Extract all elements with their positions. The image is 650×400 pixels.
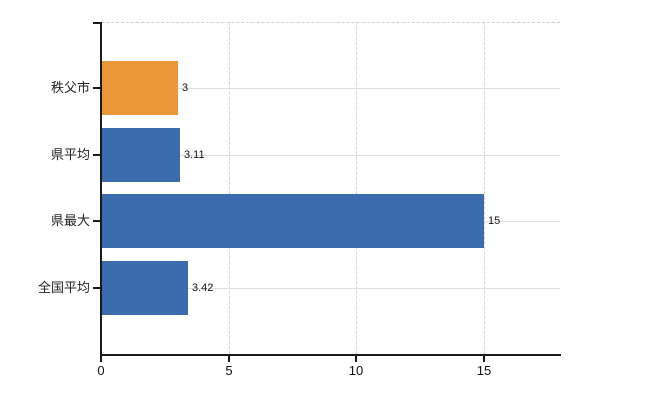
category-gridline	[101, 88, 560, 89]
category-label: 秩父市	[50, 80, 90, 95]
y-tick	[93, 87, 101, 89]
plot-top-border	[101, 22, 560, 23]
value-gridline	[483, 22, 485, 354]
category-gridline	[101, 155, 560, 156]
y-axis-line	[100, 22, 102, 356]
x-tick	[228, 356, 230, 362]
category-gridline	[101, 288, 560, 289]
bar-value-label: 3.11	[184, 149, 205, 161]
x-tick-label: 10	[348, 363, 364, 378]
bar	[101, 128, 180, 182]
y-tick	[93, 220, 101, 222]
bar-value-label: 3.42	[192, 282, 214, 294]
bar	[101, 194, 484, 248]
x-tick-label: 5	[225, 363, 233, 378]
category-label: 県平均	[50, 147, 90, 162]
bar-value-label: 3	[182, 82, 189, 94]
y-tick	[93, 22, 101, 24]
y-tick	[93, 154, 101, 156]
x-tick-label: 0	[97, 363, 105, 378]
category-label: 全国平均	[37, 280, 90, 295]
bar	[101, 261, 188, 315]
category-label: 県最大	[50, 213, 90, 228]
x-tick	[355, 356, 357, 362]
x-tick-label: 15	[476, 363, 492, 378]
bar	[101, 61, 178, 115]
x-tick	[100, 356, 102, 362]
x-tick	[483, 356, 485, 362]
bar-value-label: 15	[488, 215, 501, 227]
value-gridline	[356, 22, 357, 354]
x-axis-line	[100, 354, 561, 356]
value-gridline	[228, 22, 230, 354]
y-tick	[93, 287, 101, 289]
